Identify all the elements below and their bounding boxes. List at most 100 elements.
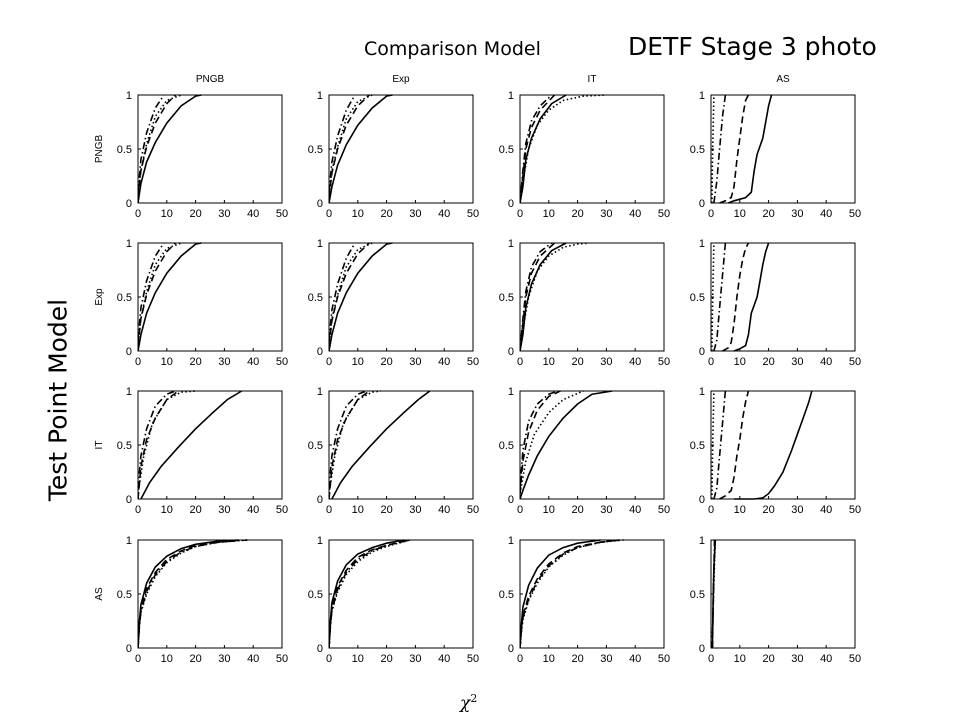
curve-dashdot	[138, 390, 176, 489]
x-tick-label: 40	[629, 653, 641, 665]
x-tick-label: 50	[849, 653, 861, 665]
y-tick-label: 1	[508, 238, 514, 250]
x-tick-label: 40	[820, 356, 832, 368]
x-tick-label: 40	[247, 504, 259, 516]
curve-dotted	[138, 539, 248, 649]
curve-solid	[520, 94, 567, 204]
curve-dotted	[138, 94, 182, 198]
curve-solid	[138, 539, 239, 649]
x-tick-label: 10	[161, 356, 173, 368]
slide-title: DETF Stage 3 photo	[628, 32, 877, 61]
curve-dashdot	[713, 242, 727, 352]
curve-dashdot	[329, 94, 356, 193]
y-tick-label: 0	[508, 346, 514, 358]
row-label: PNGB	[94, 135, 105, 164]
x-tick-label: 20	[762, 504, 774, 516]
y-tick-label: 0	[126, 643, 132, 655]
y-tick-label: 0.5	[308, 440, 323, 452]
curve-solid	[329, 94, 393, 204]
x-tick-label: 0	[135, 504, 141, 516]
curve-dashdot	[329, 390, 367, 489]
comparison-model-title: Comparison Model	[364, 38, 541, 60]
subplot-pngb-vs-as: 0 10 20 30 40 50 0 0.5 1	[690, 90, 861, 220]
y-tick-label: 0	[699, 494, 705, 506]
x-tick-label: 30	[218, 208, 230, 220]
y-tick-label: 1	[699, 90, 705, 102]
curve-solid	[329, 539, 405, 649]
x-tick-label: 40	[247, 653, 259, 665]
y-tick-label: 0.5	[117, 292, 132, 304]
curve-dashed	[138, 94, 176, 198]
y-tick-label: 0	[317, 346, 323, 358]
x-tick-label: 50	[276, 208, 288, 220]
subplot-as-vs-exp: 0 10 20 30 40 50 0 0.5 1	[308, 535, 479, 665]
curve-dashdot	[711, 539, 716, 649]
curve-dashed	[719, 390, 750, 500]
subplot-it-vs-as: 0 10 20 30 40 50 0 0.5 1	[690, 386, 861, 516]
x-tick-label: 20	[189, 208, 201, 220]
curve-dashdot	[138, 539, 248, 649]
row-label: IT	[94, 441, 105, 450]
y-tick-label: 1	[126, 386, 132, 398]
x-tick-label: 50	[658, 356, 670, 368]
x-tick-label: 0	[135, 208, 141, 220]
curve-dotted	[520, 539, 624, 649]
curve-solid	[138, 242, 202, 352]
x-tick-label: 10	[161, 504, 173, 516]
x-tick-label: 40	[629, 356, 641, 368]
x-tick-label: 0	[326, 504, 332, 516]
x-tick-label: 20	[762, 208, 774, 220]
y-tick-label: 0	[126, 198, 132, 210]
curve-dotted	[520, 390, 584, 494]
y-tick-label: 0.5	[308, 292, 323, 304]
x-tick-label: 30	[600, 208, 612, 220]
x-tick-label: 40	[438, 208, 450, 220]
x-tick-label: 30	[600, 356, 612, 368]
y-tick-label: 0.5	[690, 440, 705, 452]
x-tick-label: 20	[189, 504, 201, 516]
subplot-frame	[710, 242, 856, 352]
curve-dashdot	[329, 242, 356, 341]
y-tick-label: 0	[317, 198, 323, 210]
x-tick-label: 50	[467, 653, 479, 665]
x-tick-label: 30	[791, 504, 803, 516]
curve-dashed	[329, 539, 410, 649]
y-tick-label: 1	[126, 238, 132, 250]
subplot-frame	[519, 539, 665, 649]
column-label: Exp	[392, 74, 410, 85]
x-tick-label: 20	[189, 653, 201, 665]
x-tick-label: 10	[543, 208, 555, 220]
x-tick-label: 0	[135, 653, 141, 665]
y-tick-label: 1	[699, 386, 705, 398]
curve-dotted	[329, 390, 381, 494]
x-tick-label: 0	[517, 653, 523, 665]
x-tick-label: 30	[409, 504, 421, 516]
curve-dashed	[329, 242, 370, 346]
x-tick-label: 10	[543, 356, 555, 368]
curve-solid	[140, 390, 243, 500]
y-tick-label: 0	[126, 346, 132, 358]
x-tick-label: 30	[218, 653, 230, 665]
x-tick-label: 40	[438, 356, 450, 368]
subplot-frame	[328, 539, 474, 649]
curve-solid	[728, 94, 773, 204]
subplot-frame	[137, 242, 283, 352]
y-tick-label: 0.5	[308, 144, 323, 156]
y-tick-label: 0	[126, 494, 132, 506]
subplot-as-vs-pngb: 0 10 20 30 40 50 0 0.5 1	[117, 535, 288, 665]
subplot-frame	[137, 390, 283, 500]
subplot-frame	[137, 539, 283, 649]
y-tick-label: 0.5	[499, 292, 514, 304]
x-axis-label: χ2	[460, 692, 477, 714]
y-tick-label: 1	[126, 535, 132, 547]
x-tick-label: 50	[276, 356, 288, 368]
x-tick-label: 0	[517, 208, 523, 220]
curve-dashdot	[138, 242, 165, 341]
x-tick-label: 10	[734, 208, 746, 220]
subplot-frame	[519, 94, 665, 204]
curve-dashed	[138, 539, 242, 649]
curve-dotted	[138, 242, 182, 346]
row-label: AS	[94, 587, 105, 601]
curve-dashdot	[520, 390, 558, 489]
subplot-exp-vs-it: 0 10 20 30 40 50 0 0.5 1	[499, 238, 670, 368]
